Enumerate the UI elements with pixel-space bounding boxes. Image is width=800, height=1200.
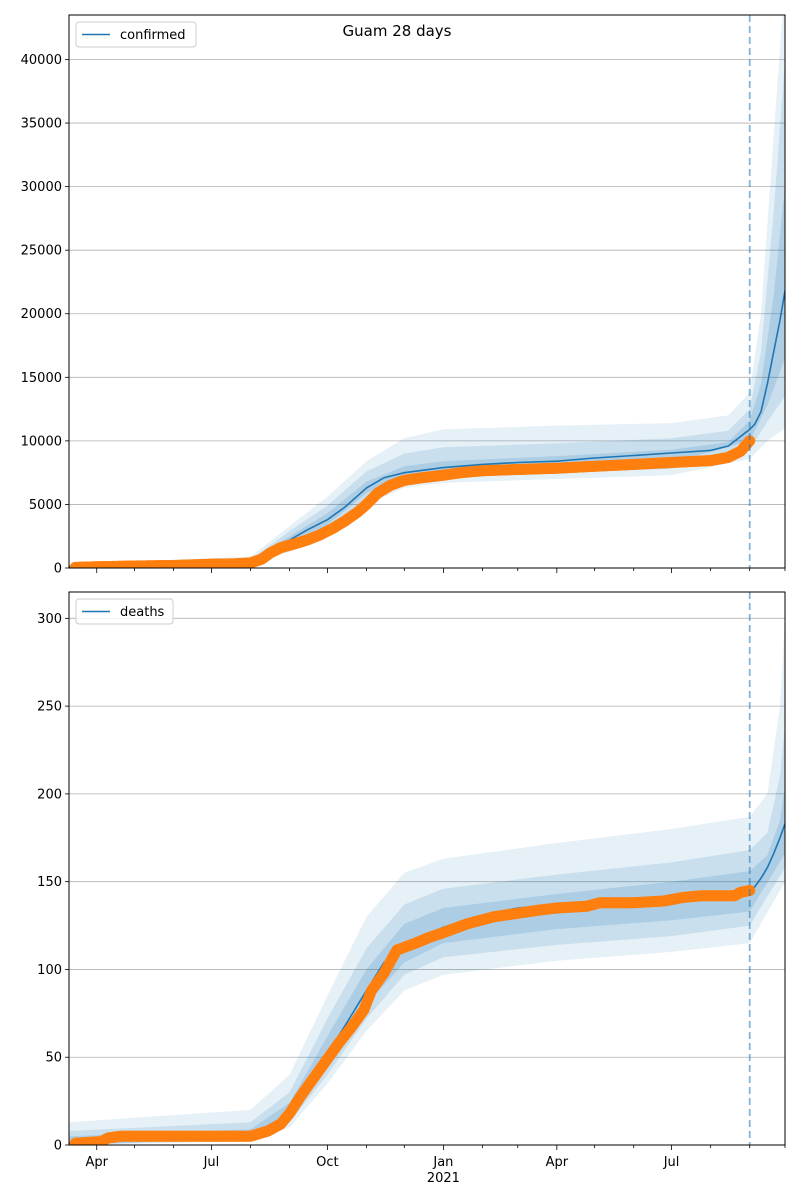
legend-label: deaths [120, 605, 165, 620]
plot-area [69, 15, 785, 568]
observed-series [69, 884, 756, 1145]
y-tick-label: 300 [37, 612, 62, 627]
legend-box [75, 21, 197, 48]
observed-point [744, 435, 756, 447]
y-tick-label: 150 [37, 875, 62, 890]
figure-title: Guam 28 days [343, 22, 452, 40]
x-tick-label: Apr [546, 1155, 569, 1170]
confirmed-panel: 0 5000 10000 15000 20000 25000 30000 35000 40000… [21, 14, 786, 577]
legend: deaths [75, 598, 174, 625]
legend-box [75, 598, 174, 625]
y-tick-label: 30000 [21, 180, 62, 195]
band-middle [69, 59, 785, 568]
band-outer [69, 15, 785, 568]
observed-series [69, 435, 756, 568]
y-tick-label: 40000 [21, 53, 62, 68]
y-tick-label: 10000 [21, 434, 62, 449]
y-tick-label: 100 [37, 963, 62, 978]
axes-frame [68, 14, 786, 569]
plot-area [69, 618, 785, 1145]
legend-label: confirmed [120, 28, 186, 43]
y-tick-label: 50 [45, 1051, 62, 1066]
y-tick-label: 25000 [21, 244, 62, 259]
legend: confirmed [75, 21, 197, 48]
y-tick-label: 0 [54, 562, 62, 577]
y-tick-label: 200 [37, 787, 62, 802]
x-tick-label: Jul [203, 1155, 220, 1170]
y-tick-label: 5000 [29, 498, 62, 513]
y-tick-label: 35000 [21, 117, 62, 132]
x-tick-sublabel: 2021 [427, 1171, 460, 1186]
y-tick-label: 15000 [21, 371, 62, 386]
x-tick-label: Apr [85, 1155, 108, 1170]
y-tick-label: 20000 [21, 307, 62, 322]
x-tick-label: Oct [316, 1155, 338, 1170]
y-tick-label: 250 [37, 700, 62, 715]
x-tick-label: Jul [663, 1155, 680, 1170]
band-outer [69, 618, 785, 1145]
x-tick-label: Jan [432, 1155, 453, 1170]
y-tick-label: 0 [54, 1139, 62, 1154]
axes-frame [68, 591, 786, 1146]
